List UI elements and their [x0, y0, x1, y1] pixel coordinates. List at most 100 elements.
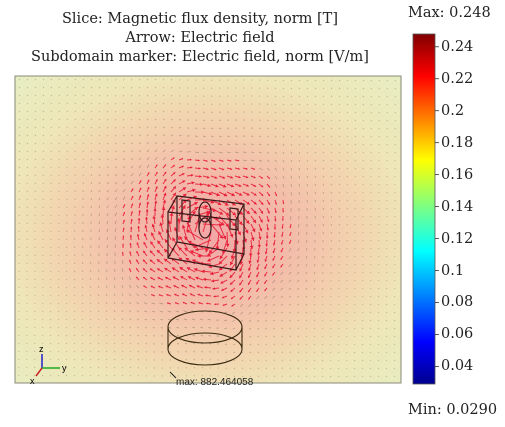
- field-arrow: [98, 95, 101, 97]
- field-arrow-head: [248, 268, 251, 271]
- field-arrow-head: [194, 207, 198, 211]
- field-arrow-head: [239, 275, 242, 279]
- field-arrow: [288, 271, 292, 275]
- field-arrow-head: [237, 167, 240, 170]
- field-arrow-head: [204, 248, 209, 253]
- field-arrow-head: [143, 259, 146, 262]
- field-arrow: [82, 254, 84, 257]
- field-arrow: [280, 287, 284, 291]
- field-arrow: [113, 293, 116, 297]
- field-arrow: [249, 327, 252, 330]
- field-arrow: [81, 262, 84, 265]
- field-arrow: [338, 215, 340, 218]
- field-arrow-head: [173, 186, 176, 190]
- field-arrow: [290, 87, 293, 90]
- field-arrow: [170, 142, 174, 145]
- field-arrow: [18, 166, 20, 169]
- field-arrow: [65, 302, 68, 305]
- field-arrow: [305, 279, 308, 283]
- field-arrow: [208, 327, 212, 329]
- field-arrow-head: [200, 182, 203, 186]
- field-arrow: [82, 246, 84, 249]
- field-arrow-head: [253, 176, 256, 179]
- field-arrow: [65, 359, 68, 361]
- field-arrow: [346, 343, 348, 346]
- field-arrow: [34, 134, 37, 137]
- field-arrow: [273, 335, 276, 338]
- field-arrow: [26, 206, 28, 209]
- field-arrow: [306, 87, 309, 90]
- field-arrow: [121, 326, 124, 329]
- field-arrow: [250, 151, 255, 154]
- field-arrow: [144, 327, 148, 329]
- field-arrow: [146, 142, 149, 145]
- field-arrow-head: [280, 250, 283, 253]
- field-arrow: [370, 79, 372, 82]
- field-arrow-head: [253, 210, 257, 214]
- field-arrow-head: [253, 184, 257, 187]
- field-arrow-head: [122, 227, 125, 230]
- field-arrow: [314, 103, 317, 106]
- field-arrow-head: [204, 286, 207, 289]
- field-arrow: [130, 180, 134, 185]
- field-arrow: [298, 183, 300, 187]
- field-arrow: [282, 87, 285, 90]
- field-arrow: [362, 87, 364, 90]
- field-arrow: [354, 343, 356, 346]
- field-arrow-head: [248, 253, 253, 257]
- field-arrow: [273, 343, 276, 345]
- field-arrow: [73, 367, 76, 369]
- field-arrow: [314, 143, 317, 146]
- field-arrow: [50, 310, 52, 313]
- field-arrow-head: [185, 258, 190, 262]
- field-arrow-head: [281, 226, 284, 229]
- field-arrow: [81, 278, 84, 281]
- field-arrow: [274, 143, 277, 146]
- field-arrow: [65, 327, 68, 329]
- field-arrow-head: [190, 301, 193, 304]
- field-arrow-head: [256, 282, 259, 285]
- field-arrow: [138, 126, 141, 129]
- field-arrow: [377, 327, 380, 330]
- field-arrow-head: [229, 159, 232, 162]
- field-arrow: [114, 166, 118, 169]
- field-arrow: [232, 319, 236, 322]
- field-arrow: [346, 87, 349, 89]
- field-arrow: [66, 278, 68, 281]
- field-arrow: [322, 215, 324, 219]
- field-arrow: [274, 151, 277, 155]
- field-arrow: [298, 119, 300, 122]
- field-arrow: [26, 110, 29, 113]
- field-arrow-head: [230, 255, 235, 260]
- field-arrow: [114, 212, 118, 217]
- field-arrow: [34, 86, 37, 89]
- field-arrow-head: [130, 218, 133, 221]
- field-arrow: [114, 358, 116, 361]
- field-arrow-head: [147, 179, 150, 182]
- field-arrow: [98, 79, 101, 81]
- field-arrow: [330, 95, 333, 97]
- field-arrow-head: [145, 216, 149, 220]
- field-arrow-head: [244, 229, 249, 234]
- chart-title-line-3: Subdomain marker: Electric field, norm […: [31, 49, 369, 65]
- field-arrow: [354, 311, 356, 314]
- field-arrow: [394, 287, 396, 290]
- field-arrow: [136, 318, 140, 321]
- field-arrow: [74, 94, 76, 97]
- field-arrow: [18, 118, 21, 121]
- field-arrow: [346, 367, 348, 370]
- field-arrow: [346, 159, 349, 162]
- field-arrow: [138, 142, 141, 145]
- field-arrow: [114, 189, 118, 193]
- field-arrow: [50, 142, 52, 145]
- field-arrow: [74, 102, 76, 105]
- field-arrow: [49, 342, 52, 345]
- field-arrow: [162, 95, 165, 97]
- field-arrow: [81, 326, 84, 329]
- field-arrow-head: [197, 293, 200, 296]
- field-arrow: [346, 135, 349, 138]
- field-arrow: [362, 295, 364, 298]
- field-arrow: [322, 135, 325, 138]
- field-arrow: [314, 127, 317, 130]
- field-arrow: [41, 374, 44, 377]
